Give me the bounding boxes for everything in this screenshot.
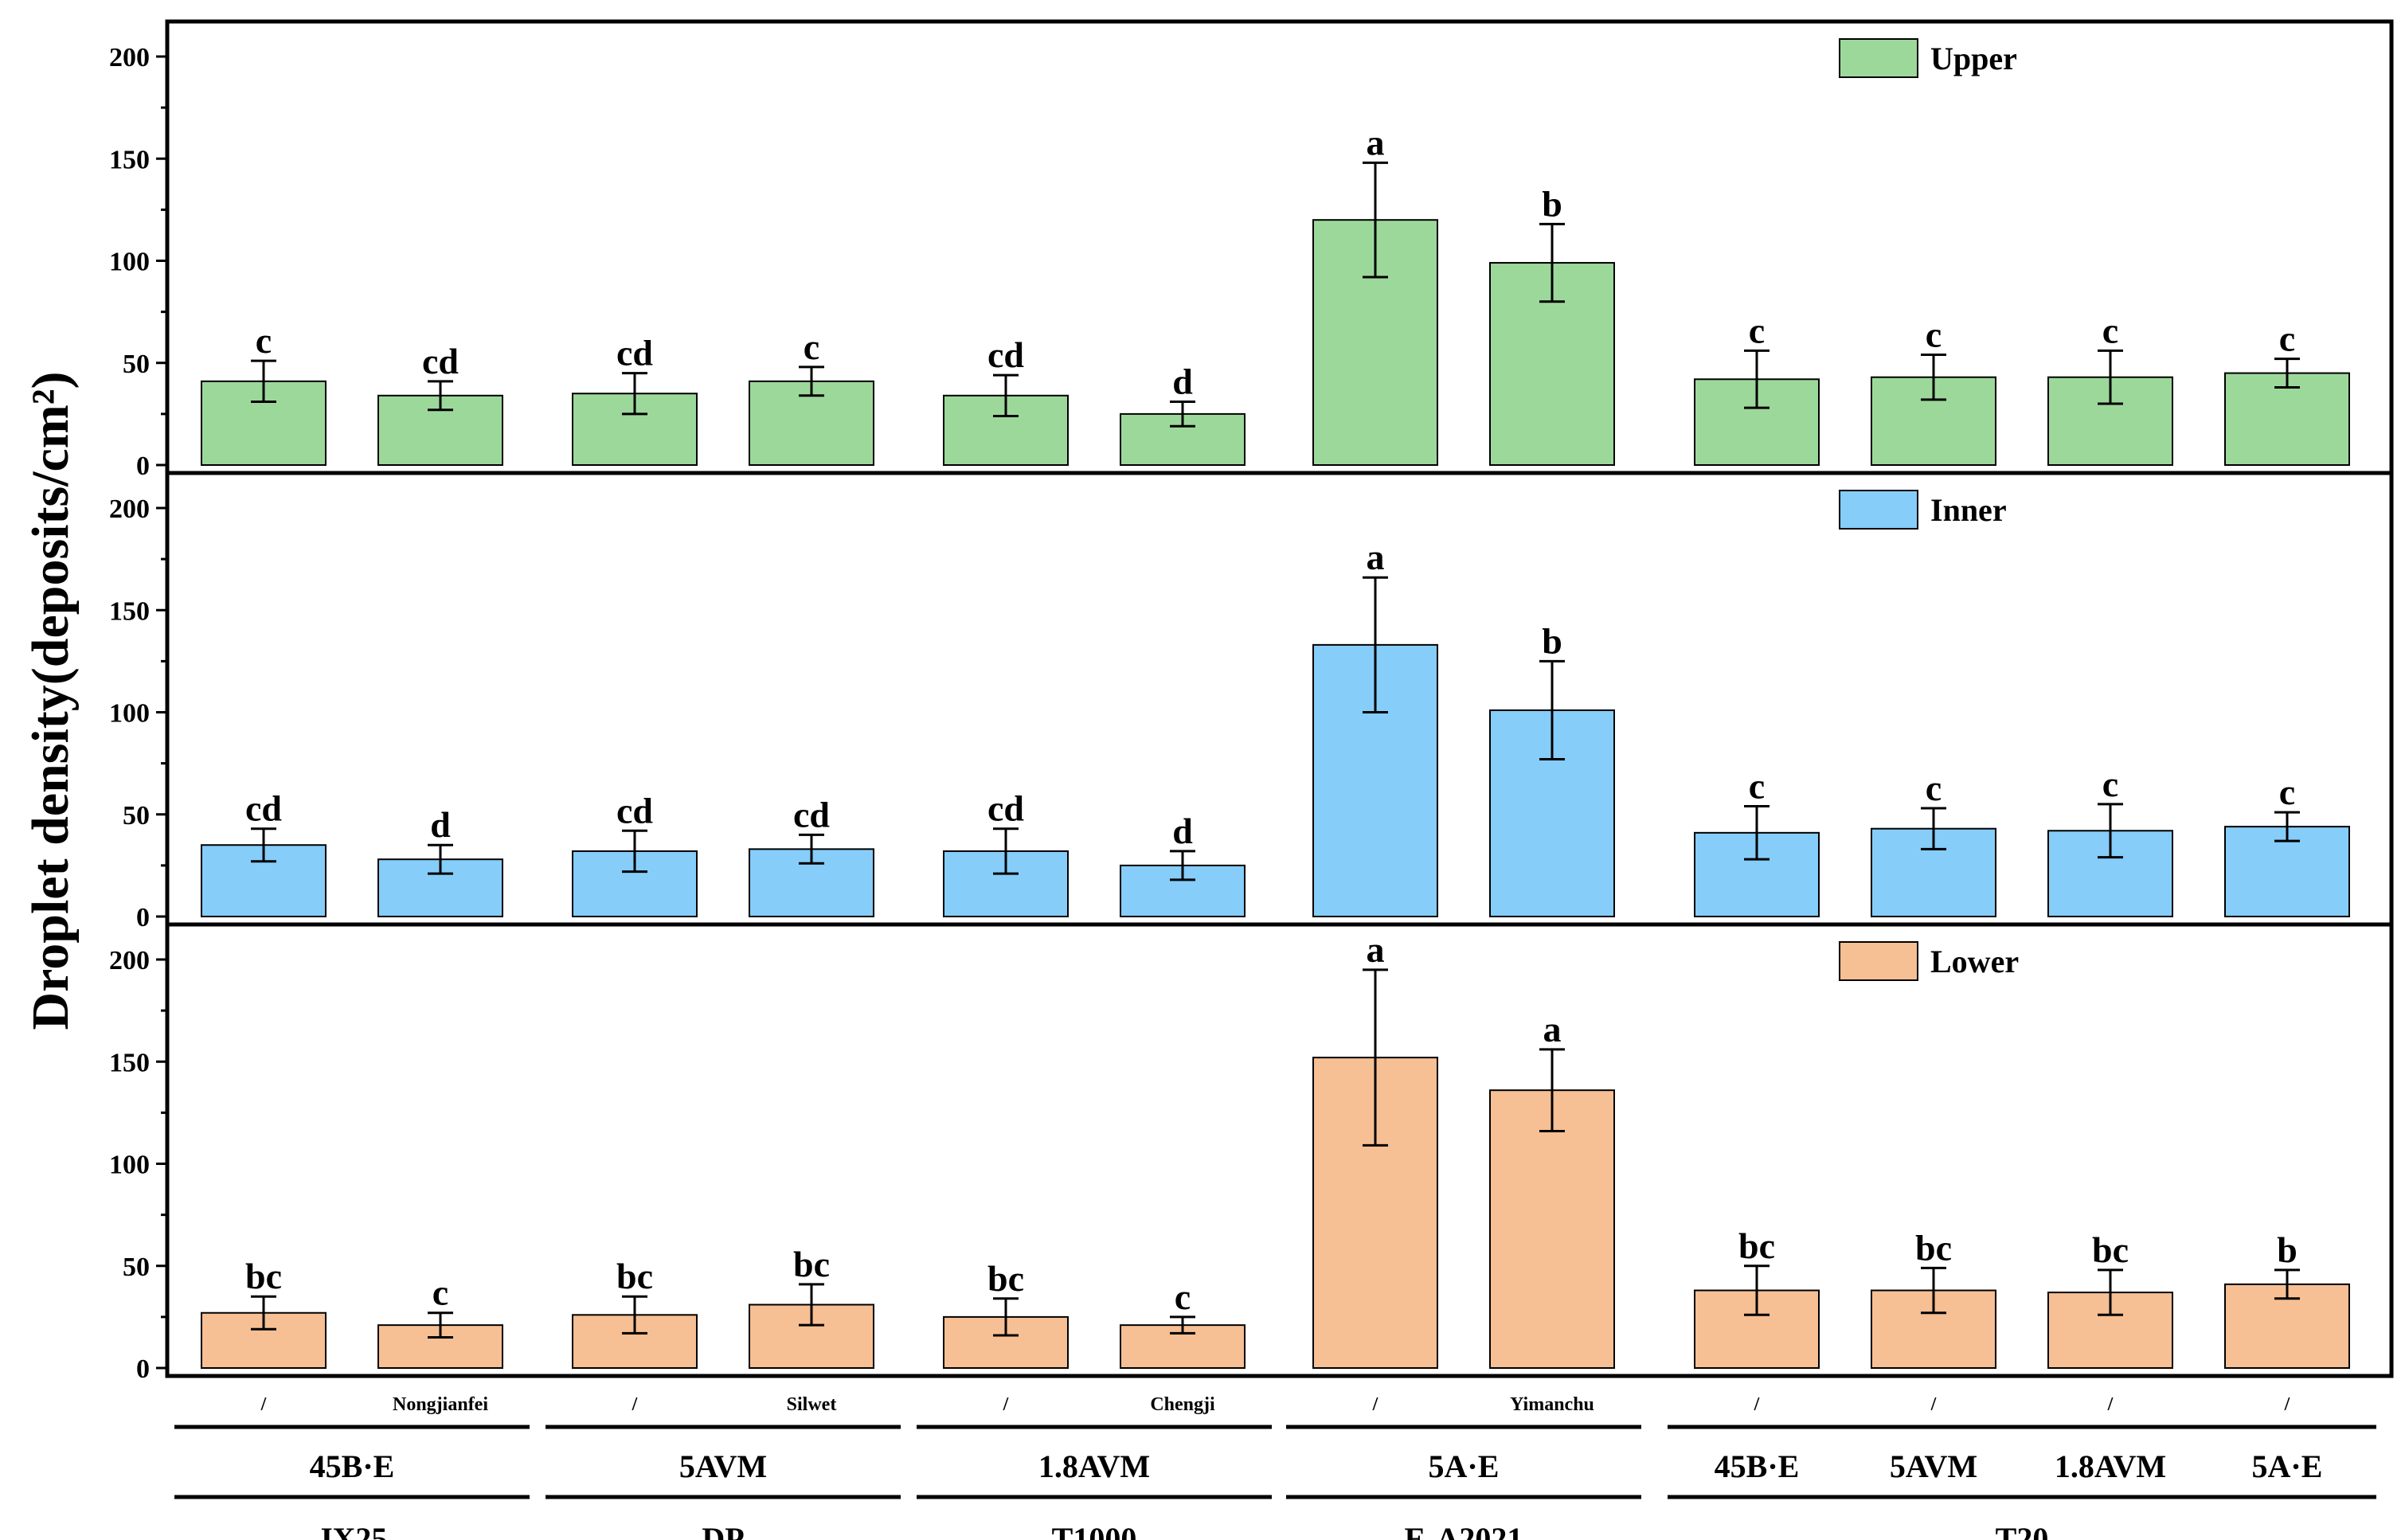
significance-letter: bc xyxy=(987,1258,1024,1299)
significance-letter: c xyxy=(1926,768,1942,808)
additive-label: / xyxy=(1372,1394,1378,1415)
nozzle-label: 1.8AVM xyxy=(2055,1448,2166,1484)
legend-swatch xyxy=(1839,38,1918,78)
additive-label: / xyxy=(1003,1394,1009,1415)
significance-letter: bc xyxy=(245,1256,282,1296)
significance-letter: cd xyxy=(616,333,653,373)
y-tick-label: 200 xyxy=(109,43,150,72)
nozzle-label: 1.8AVM xyxy=(1038,1448,1150,1484)
significance-letter: cd xyxy=(987,788,1024,829)
legend-label: Upper xyxy=(1930,41,2017,76)
legend-swatch xyxy=(1839,941,1918,981)
significance-letter: bc xyxy=(2092,1229,2129,1270)
panel-inner: 0 50 100 150 200 cd d cd cd cd d a b c c c c Inner xyxy=(109,471,2394,932)
significance-letter: d xyxy=(1172,811,1193,851)
significance-letter: b xyxy=(1542,183,1562,224)
significance-letter: c xyxy=(2279,772,2295,812)
legend-label: Lower xyxy=(1930,944,2019,979)
y-tick-label: 150 xyxy=(109,145,150,174)
additive-label: / xyxy=(1754,1394,1760,1415)
significance-letter: a xyxy=(1367,122,1385,162)
panel-lower: 0 50 100 150 200 bc c bc bc bc c a a bc bc bc b Lower xyxy=(109,922,2394,1384)
significance-letter: c xyxy=(1175,1276,1191,1317)
y-tick-label: 100 xyxy=(109,1151,150,1180)
significance-letter: c xyxy=(2102,310,2118,350)
significance-letter: a xyxy=(1367,929,1385,970)
nozzle-label: 45B·E xyxy=(310,1448,395,1484)
significance-letter: c xyxy=(432,1272,448,1313)
additive-label: / xyxy=(632,1394,638,1415)
significance-letter: a xyxy=(1367,537,1385,577)
nozzle-label: 5AVM xyxy=(1890,1448,1977,1484)
y-tick-label: 100 xyxy=(109,699,150,729)
significance-letter: cd xyxy=(245,788,282,829)
significance-letter: c xyxy=(2102,764,2118,804)
y-tick-label: 150 xyxy=(109,596,150,626)
significance-letter: c xyxy=(256,320,272,361)
significance-letter: d xyxy=(430,804,451,845)
significance-letter: bc xyxy=(616,1256,653,1296)
additive-label: Nongjianfei xyxy=(393,1394,488,1415)
legend-swatch xyxy=(1839,490,1918,530)
significance-letter: bc xyxy=(793,1244,830,1284)
bar-lower xyxy=(1489,1089,1615,1370)
nozzle-label: 5A·E xyxy=(2252,1448,2323,1484)
significance-letter: b xyxy=(1542,620,1562,661)
additive-label: Chengji xyxy=(1150,1394,1215,1415)
significance-letter: c xyxy=(1749,310,1765,350)
additive-label: / xyxy=(2284,1394,2290,1415)
nozzle-label: 5A·E xyxy=(1429,1448,1500,1484)
nozzle-label: 45B·E xyxy=(1715,1448,1800,1484)
legend-label: Inner xyxy=(1930,492,2007,528)
y-tick-label: 100 xyxy=(109,248,150,277)
significance-letter: c xyxy=(804,326,819,367)
model-label: T1000 xyxy=(1052,1521,1137,1540)
y-tick-label: 0 xyxy=(136,451,150,481)
x-axis-group-labels: / Nongjianfei / Silwet / Chengji / Yimanchu / / / /… xyxy=(174,1394,2376,1540)
y-tick-label: 200 xyxy=(109,494,150,524)
y-axis-label: Droplet density(deposits/cm²) xyxy=(22,371,80,1030)
y-tick-label: 50 xyxy=(123,801,150,831)
additive-label: / xyxy=(1930,1394,1937,1415)
additive-label: / xyxy=(260,1394,267,1415)
significance-letter: cd xyxy=(987,334,1024,375)
panel-upper: 0 50 100 150 200 c cd cd c cd d a b c c c c Upper xyxy=(109,19,2394,481)
model-label: DP xyxy=(702,1521,744,1540)
significance-letter: b xyxy=(2277,1229,2297,1270)
y-tick-label: 200 xyxy=(109,946,150,975)
legend-lower: Lower xyxy=(1839,941,2019,981)
additive-label: / xyxy=(2107,1394,2114,1415)
y-tick-label: 50 xyxy=(123,1253,150,1282)
legend-upper: Upper xyxy=(1839,38,2017,78)
model-label: T20 xyxy=(1996,1521,2049,1540)
nozzle-label: 5AVM xyxy=(679,1448,767,1484)
additive-label: Yimanchu xyxy=(1510,1394,1594,1415)
significance-letter: bc xyxy=(1915,1227,1952,1268)
significance-letter: cd xyxy=(793,794,830,834)
significance-letter: a xyxy=(1543,1009,1562,1049)
model-label: JX25 xyxy=(317,1521,388,1540)
y-tick-label: 0 xyxy=(136,1354,150,1384)
legend-inner: Inner xyxy=(1839,490,2007,530)
significance-letter: c xyxy=(1926,314,1942,354)
significance-letter: c xyxy=(1749,765,1765,806)
significance-letter: d xyxy=(1172,361,1193,401)
y-tick-label: 150 xyxy=(109,1048,150,1077)
model-label: E-A2021 xyxy=(1405,1521,1523,1540)
significance-letter: bc xyxy=(1738,1225,1775,1266)
significance-letter: cd xyxy=(422,341,459,381)
additive-label: Silwet xyxy=(787,1394,837,1415)
y-tick-label: 0 xyxy=(136,903,150,932)
significance-letter: cd xyxy=(616,790,653,831)
panel-frame xyxy=(165,922,2394,1378)
y-tick-label: 50 xyxy=(123,350,150,379)
significance-letter: c xyxy=(2279,319,2295,359)
